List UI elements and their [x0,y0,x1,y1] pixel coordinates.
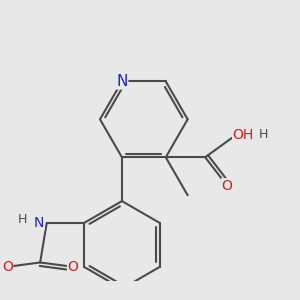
Text: H: H [259,128,268,140]
Text: N: N [116,74,128,89]
Text: OH: OH [233,128,254,142]
Text: O: O [2,260,13,274]
Text: N: N [34,216,44,230]
Text: O: O [68,260,79,274]
Text: H: H [18,213,27,226]
Text: O: O [222,179,232,193]
